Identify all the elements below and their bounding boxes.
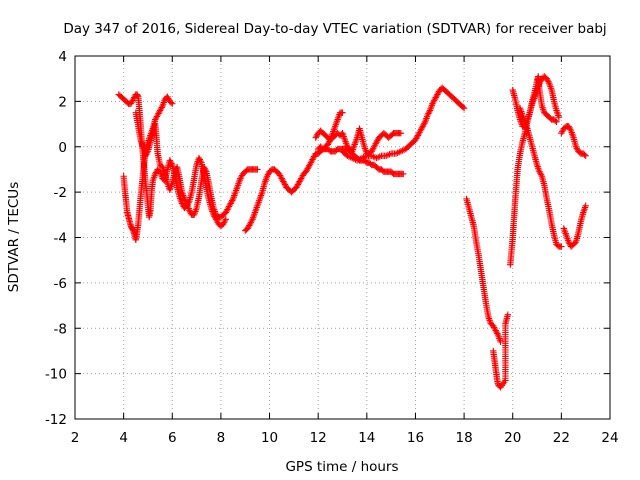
data-point: [421, 120, 428, 127]
data-point: [134, 92, 141, 99]
data-point: [168, 160, 175, 167]
data-point: [581, 151, 588, 158]
y-tick-label: 0: [58, 140, 67, 156]
series-arc-l: [516, 104, 565, 250]
data-point: [384, 151, 392, 159]
series-arc-h: [463, 195, 504, 346]
y-axis-label: SDTVAR / TECUs: [6, 182, 22, 292]
x-tick-label: 24: [601, 430, 618, 446]
data-point: [222, 216, 229, 223]
data-point: [504, 311, 512, 318]
data-point: [339, 109, 346, 116]
data-point: [460, 104, 468, 112]
data-point: [143, 149, 151, 156]
y-tick-label: -4: [54, 231, 67, 247]
data-point: [182, 198, 190, 206]
data-point: [459, 103, 467, 111]
data-point: [400, 170, 407, 178]
series-arc-n: [560, 202, 589, 250]
data-point: [221, 217, 229, 225]
y-tick-label: -2: [54, 185, 67, 201]
data-point: [248, 217, 255, 225]
data-point: [567, 126, 574, 133]
data-point: [370, 153, 377, 160]
data-point: [582, 202, 589, 209]
series-arc-b: [120, 93, 176, 243]
x-tick-label: 14: [358, 430, 375, 446]
data-point: [582, 152, 589, 160]
x-tick-label: 2: [71, 430, 80, 446]
series-arc-i: [490, 311, 512, 391]
data-markers: [115, 73, 589, 391]
data-point: [254, 166, 261, 173]
series-arc-e: [312, 125, 405, 157]
x-tick-label: 4: [119, 430, 128, 446]
data-point: [553, 118, 560, 125]
data-point: [167, 99, 175, 106]
data-point: [169, 100, 176, 107]
x-tick-label: 22: [553, 430, 570, 446]
y-tick-label: -10: [45, 367, 67, 383]
data-point: [397, 129, 405, 137]
x-tick-label: 12: [310, 430, 327, 446]
data-point: [555, 114, 563, 121]
x-tick-label: 18: [455, 430, 472, 446]
data-point: [374, 154, 382, 161]
data-point: [545, 78, 552, 85]
x-tick-label: 8: [217, 430, 226, 446]
plot-frame: [74, 55, 611, 420]
x-tick-label: 10: [261, 430, 278, 446]
chart-title: Day 347 of 2016, Sidereal Day-to-day VTE…: [63, 21, 606, 37]
x-tick-label: 16: [407, 430, 424, 446]
data-point: [386, 151, 393, 158]
data-point: [494, 330, 501, 337]
data-point: [558, 243, 565, 250]
y-tick-label: -6: [54, 276, 67, 292]
series-arc-c: [132, 109, 261, 221]
y-tick-label: -12: [45, 412, 67, 428]
y-tick-label: -8: [54, 321, 67, 337]
x-tick-label: 6: [168, 430, 177, 446]
data-point: [537, 171, 545, 178]
series-arc-d: [242, 109, 346, 234]
data-point: [158, 104, 165, 111]
x-tick-label: 20: [504, 430, 521, 446]
series-arc-m: [558, 123, 589, 160]
data-point: [558, 128, 566, 135]
data-point: [202, 166, 209, 174]
y-tick-label: 2: [58, 94, 67, 110]
data-point: [376, 153, 383, 160]
data-point: [426, 108, 433, 116]
y-tick-label: 4: [58, 49, 67, 65]
data-point: [229, 197, 236, 204]
data-point: [552, 117, 559, 124]
series-arc-k: [509, 73, 560, 130]
series-arc-g: [339, 84, 468, 164]
series-arc-f: [314, 143, 407, 178]
data-point: [313, 132, 320, 140]
data-point: [197, 157, 204, 165]
data-point: [497, 338, 504, 346]
grid: [75, 56, 610, 419]
x-axis-label: GPS time / hours: [285, 459, 398, 475]
